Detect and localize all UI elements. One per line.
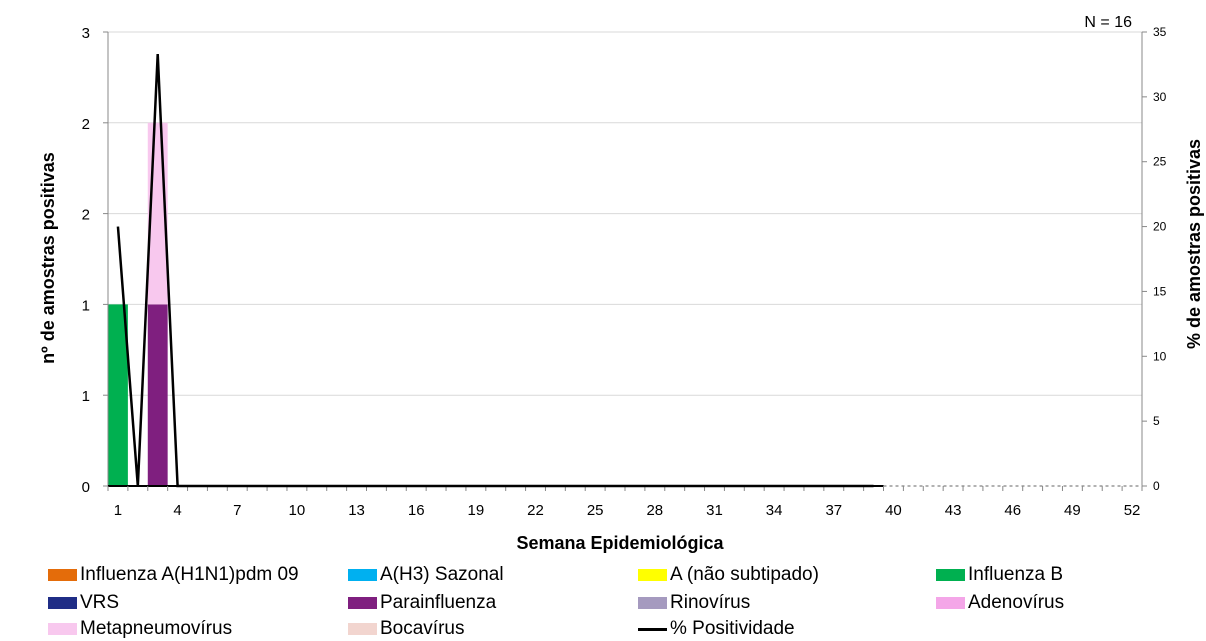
legend-label: Influenza A(H1N1)pdm 09 [80, 564, 299, 585]
y-tick-label: 3 [82, 25, 90, 42]
legend-label: % Positividade [670, 618, 795, 639]
bar-segment [147, 304, 168, 486]
tick-labels: 1 4 7 10 13 16 19 22 25 28 31 34 37 40 43 46 49 520112230… [82, 25, 1167, 519]
legend-item: Influenza A(H1N1)pdm 09 [48, 563, 299, 587]
legend-item: A(H3) Sazonal [348, 563, 504, 587]
legend-label: Parainfluenza [380, 592, 497, 613]
y2-tick-label: 10 [1153, 349, 1167, 363]
x-tick-label: 22 [527, 502, 544, 519]
legend-item: Bocavírus [348, 617, 464, 641]
legend-swatch [638, 597, 667, 609]
y-tick-label: 1 [82, 297, 90, 314]
legend-swatch [638, 569, 667, 581]
y2-tick-label: 25 [1153, 155, 1167, 169]
legend-swatch [348, 597, 377, 609]
y2-tick-label: 15 [1153, 284, 1167, 298]
legend-item: A (não subtipado) [638, 563, 819, 587]
legend: Influenza A(H1N1)pdm 09 A(H3) Sazonal A (n… [48, 563, 1198, 640]
x-tick-label: 16 [408, 502, 425, 519]
x-tick-label: 28 [646, 502, 663, 519]
x-tick-label: 49 [1064, 502, 1081, 519]
sample-count-note: N = 16 [1084, 14, 1132, 31]
x-axis-title: Semana Epidemiológica [516, 533, 724, 553]
x-tick-label: 34 [766, 502, 783, 519]
legend-item: Metapneumovírus [48, 617, 232, 641]
x-tick-label: 13 [348, 502, 365, 519]
legend-label: A(H3) Sazonal [380, 564, 504, 585]
legend-label: Influenza B [968, 564, 1064, 585]
y2-tick-label: 30 [1153, 90, 1167, 104]
y2-tick-label: 0 [1153, 479, 1160, 493]
gridlines [108, 31, 1142, 396]
legend-swatch [48, 569, 77, 581]
legend-label: A (não subtipado) [670, 564, 819, 585]
y-tick-label: 2 [82, 207, 90, 224]
legend-item: % Positividade [638, 617, 795, 641]
axes [103, 31, 1147, 491]
x-tick-label: 52 [1124, 502, 1141, 519]
legend-label: Metapneumovírus [80, 618, 233, 639]
x-tick-label: 1 [114, 502, 122, 519]
x-tick-label: 46 [1004, 502, 1021, 519]
legend-item: Influenza B [936, 563, 1063, 587]
y-tick-label: 0 [82, 479, 90, 496]
x-tick-label: 37 [825, 502, 842, 519]
legend-item: Parainfluenza [348, 591, 496, 615]
legend-label: VRS [80, 592, 120, 613]
x-tick-label: 7 [233, 502, 241, 519]
legend-item: Adenovírus [936, 591, 1064, 615]
bar-segment [108, 304, 128, 486]
legend-swatch [638, 627, 667, 631]
y-tick-label: 1 [82, 388, 90, 405]
legend-label: Bocavírus [380, 618, 465, 639]
legend-swatch [48, 597, 77, 609]
positivity-polyline [116, 53, 874, 488]
legend-swatch [348, 569, 377, 581]
y2-axis-title: % de amostras positivas [1184, 139, 1204, 349]
legend-item: Rinovírus [638, 591, 750, 615]
x-tick-label: 10 [289, 502, 306, 519]
legend-item: VRS [48, 591, 119, 615]
positivity-line [116, 53, 874, 488]
y2-tick-label: 20 [1153, 220, 1167, 234]
legend-swatch [936, 597, 965, 609]
y2-tick-label: 5 [1153, 414, 1160, 428]
y-axis-title: nº de amostras positivas [38, 152, 58, 364]
legend-label: Adenovírus [968, 592, 1065, 613]
x-tick-label: 19 [468, 502, 485, 519]
y2-tick-label: 35 [1153, 25, 1167, 39]
x-tick-label: 25 [587, 502, 604, 519]
y-tick-label: 2 [82, 116, 90, 133]
x-tick-label: 31 [706, 502, 723, 519]
legend-swatch [936, 569, 965, 581]
x-tick-label: 43 [945, 502, 962, 519]
legend-label: Rinovírus [670, 592, 751, 613]
x-tick-label: 4 [173, 502, 181, 519]
legend-swatch [48, 623, 77, 635]
legend-swatch [348, 623, 377, 635]
x-tick-label: 40 [885, 502, 902, 519]
